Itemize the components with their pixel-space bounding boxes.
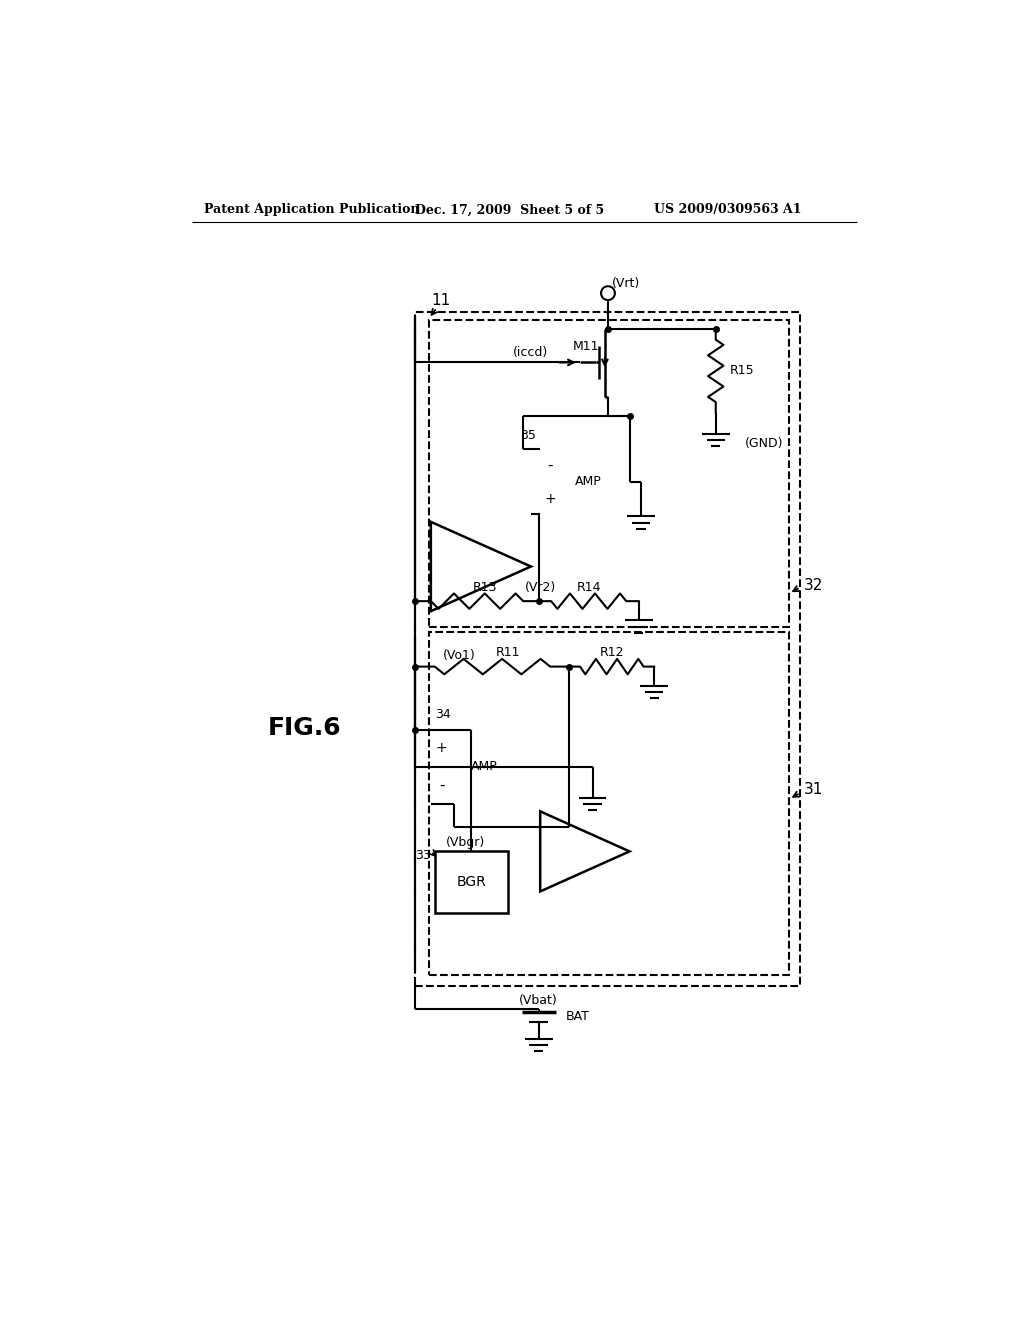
Text: +: +	[436, 742, 447, 755]
Text: M11: M11	[573, 339, 600, 352]
Text: (Vbat): (Vbat)	[519, 994, 558, 1007]
Text: (Vo1): (Vo1)	[442, 648, 475, 661]
Text: BGR: BGR	[457, 875, 486, 890]
Bar	[416, 313, 801, 986]
Text: R14: R14	[577, 581, 601, 594]
Text: AMP: AMP	[471, 760, 498, 774]
Text: 34: 34	[435, 708, 451, 721]
Text: BAT: BAT	[565, 1010, 590, 1023]
Text: Patent Application Publication: Patent Application Publication	[204, 203, 419, 216]
Text: (Vrt): (Vrt)	[611, 277, 640, 289]
Bar	[435, 851, 508, 913]
Text: -: -	[548, 457, 553, 473]
Bar	[429, 321, 788, 627]
Text: R11: R11	[496, 647, 520, 659]
Text: +: +	[545, 492, 556, 506]
Text: 32: 32	[804, 578, 823, 593]
Text: R12: R12	[600, 647, 624, 659]
Bar	[429, 632, 788, 974]
Text: R13: R13	[472, 581, 497, 594]
Text: 35: 35	[520, 429, 537, 442]
Text: 33: 33	[415, 849, 431, 862]
Text: AMP: AMP	[575, 475, 602, 488]
Text: (GND): (GND)	[745, 437, 783, 450]
Text: US 2009/0309563 A1: US 2009/0309563 A1	[654, 203, 802, 216]
Text: FIG.6: FIG.6	[267, 717, 341, 741]
Text: (iccd): (iccd)	[513, 346, 549, 359]
Text: (Vbgr): (Vbgr)	[445, 836, 485, 849]
Text: R15: R15	[730, 363, 755, 376]
Text: 11: 11	[431, 293, 451, 309]
Text: -: -	[439, 777, 444, 793]
Text: 31: 31	[804, 783, 823, 797]
Text: Dec. 17, 2009  Sheet 5 of 5: Dec. 17, 2009 Sheet 5 of 5	[416, 203, 604, 216]
Text: (Vr2): (Vr2)	[524, 581, 556, 594]
